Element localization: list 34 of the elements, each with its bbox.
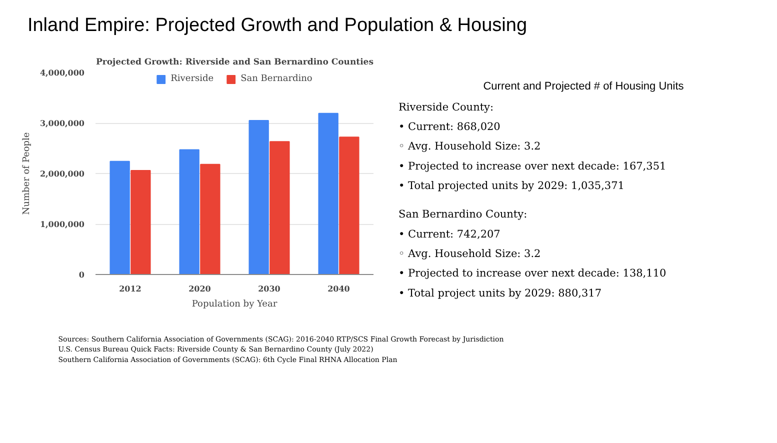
- bar: [270, 141, 290, 274]
- chart-title: Projected Growth: Riverside and San Bernardino Counties: [96, 58, 374, 68]
- bar: [318, 112, 338, 274]
- text: • Projected to increase over next decade: 138,110: [398, 268, 666, 280]
- text: • Total projected units by 2029: 1,035,371: [398, 180, 624, 192]
- bar: [248, 120, 269, 274]
- x-tick-label: 2030: [258, 284, 281, 294]
- text: Riverside County:: [398, 101, 494, 114]
- y-tick-label: 0: [78, 270, 85, 280]
- text: • Current: 742,207: [398, 228, 500, 240]
- legend-label: San Bernardino: [240, 74, 312, 84]
- text: San Bernardino County:: [398, 208, 528, 221]
- bar: [200, 164, 220, 274]
- x-axis-title: Population by Year: [192, 300, 278, 310]
- text: Inland Empire: Projected Growth and Population & Housing: [27, 15, 528, 36]
- bar: [339, 136, 360, 274]
- y-tick-label: 1,000,000: [40, 219, 85, 229]
- y-tick-label: 3,000,000: [40, 118, 85, 128]
- x-tick-label: 2012: [119, 284, 142, 294]
- text: • Projected to increase over next decade: 167,351: [398, 160, 666, 172]
- x-tick-label: 2020: [188, 284, 212, 294]
- text: Current and Projected # of Housing Units: [483, 80, 684, 92]
- x-tick-label: 2040: [328, 284, 350, 294]
- y-axis-title: Number of People: [22, 132, 32, 215]
- text: ◦ Avg. Household Size: 3.2: [398, 140, 541, 153]
- text: • Current: 868,020: [398, 120, 500, 133]
- bar: [110, 160, 130, 274]
- y-tick-label: 4,000,000: [40, 68, 85, 78]
- y-tick-label: 2,000,000: [40, 168, 85, 178]
- bar: [179, 149, 200, 274]
- bar: [130, 170, 151, 274]
- text: ◦ Avg. Household Size: 3.2: [398, 248, 541, 260]
- text: • Total project units by 2029: 880,317: [398, 287, 602, 300]
- legend-label: Riverside: [170, 74, 214, 84]
